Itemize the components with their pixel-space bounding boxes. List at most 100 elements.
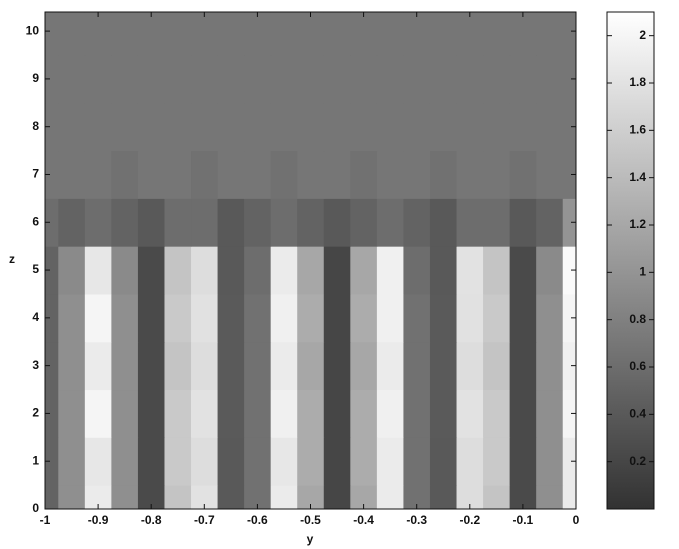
heatmap-cell xyxy=(137,102,165,152)
heatmap-cell xyxy=(456,102,484,152)
heatmap-cell xyxy=(509,293,537,343)
heatmap-cell xyxy=(456,485,484,509)
colorbar-tick-label: 1.8 xyxy=(629,75,646,89)
heatmap-cell xyxy=(111,485,139,509)
heatmap-cell xyxy=(562,437,576,486)
heatmap-cell xyxy=(137,246,165,295)
heatmap-cell xyxy=(536,246,564,295)
heatmap-cell xyxy=(270,102,298,152)
heatmap-cell xyxy=(536,102,564,152)
heatmap-cell xyxy=(483,102,511,152)
heatmap-cell xyxy=(244,437,272,486)
heatmap-cell xyxy=(403,485,431,509)
heatmap-cell xyxy=(164,55,192,104)
heatmap-cell xyxy=(297,293,325,343)
heatmap-cell xyxy=(297,12,325,56)
heatmap-cell xyxy=(509,246,537,295)
y-tick-label: 1 xyxy=(32,453,39,467)
heatmap-cell xyxy=(137,293,165,343)
heatmap-cell xyxy=(111,55,139,104)
heatmap-cell xyxy=(244,102,272,152)
heatmap-cell xyxy=(45,246,59,295)
heatmap-cell xyxy=(297,389,325,438)
heatmap-cell xyxy=(217,246,245,295)
heatmap-cell xyxy=(45,341,59,391)
heatmap-cell xyxy=(270,341,298,391)
heatmap-cell xyxy=(164,150,192,199)
x-tick-label: -0.8 xyxy=(141,513,162,527)
colorbar-tick-label: 1 xyxy=(639,265,646,279)
x-tick-label: -1 xyxy=(40,513,51,527)
heatmap-cell xyxy=(244,389,272,438)
heatmap-cell xyxy=(217,389,245,438)
heatmap-cell xyxy=(84,246,112,295)
x-tick-label: -0.1 xyxy=(513,513,534,527)
heatmap-cell xyxy=(58,150,86,199)
heatmap-cell xyxy=(323,246,351,295)
heatmap-cell xyxy=(456,55,484,104)
heatmap-cell xyxy=(84,102,112,152)
heatmap-cell xyxy=(191,150,219,199)
heatmap-cell xyxy=(429,150,458,199)
heatmap-cell xyxy=(562,150,576,199)
heatmap-cell xyxy=(562,293,576,343)
heatmap-cell xyxy=(350,246,378,295)
heatmap-cell xyxy=(562,246,576,295)
heatmap-cell xyxy=(45,12,59,56)
heatmap-cell xyxy=(323,437,351,486)
heatmap-cell xyxy=(191,246,219,295)
heatmap-cell xyxy=(270,437,298,486)
heatmap-cell xyxy=(137,12,165,56)
heatmap-cell xyxy=(562,389,576,438)
heatmap-cell xyxy=(483,198,511,247)
heatmap-cell xyxy=(111,389,139,438)
heatmap-cell xyxy=(483,12,511,56)
heatmap-cell xyxy=(297,246,325,295)
heatmap-cell xyxy=(456,341,484,391)
heatmap-cell xyxy=(429,55,458,104)
heatmap-cell xyxy=(45,102,59,152)
heatmap-cell xyxy=(164,102,192,152)
x-tick-label: -0.6 xyxy=(247,513,268,527)
heatmap-cell xyxy=(350,12,378,56)
heatmap-cell xyxy=(217,293,245,343)
heatmap-cell xyxy=(270,293,298,343)
heatmap-cell xyxy=(323,150,351,199)
heatmap-cell xyxy=(403,389,431,438)
heatmap-cell xyxy=(429,102,458,152)
y-tick-label: 9 xyxy=(32,71,39,85)
x-tick-label: -0.4 xyxy=(353,513,374,527)
heatmap-cell xyxy=(323,389,351,438)
heatmap-cell xyxy=(217,150,245,199)
heatmap-cell xyxy=(323,293,351,343)
heatmap-cell xyxy=(483,437,511,486)
heatmap-cell xyxy=(323,55,351,104)
heatmap-cell xyxy=(350,293,378,343)
heatmap-cell xyxy=(376,341,404,391)
heatmap-cell xyxy=(217,12,245,56)
y-tick-label: 3 xyxy=(32,358,39,372)
heatmap-cell xyxy=(376,12,404,56)
heatmap-cell xyxy=(403,55,431,104)
heatmap-cell xyxy=(137,485,165,509)
colorbar-tick-label: 2 xyxy=(639,28,646,42)
y-tick-label: 4 xyxy=(32,310,39,324)
heatmap-cell xyxy=(58,12,86,56)
heatmap-cell xyxy=(164,485,192,509)
x-tick-label: 0 xyxy=(573,513,580,527)
x-tick-label: -0.7 xyxy=(194,513,215,527)
heatmap-cell xyxy=(297,485,325,509)
heatmap-cell xyxy=(403,12,431,56)
heatmap-cell xyxy=(137,341,165,391)
heatmap-cell xyxy=(376,485,404,509)
heatmap-cell xyxy=(509,341,537,391)
heatmap-cell xyxy=(350,485,378,509)
heatmap-cell xyxy=(536,437,564,486)
heatmap-cell xyxy=(429,198,458,247)
heatmap-cell xyxy=(376,198,404,247)
heatmap-cell xyxy=(403,437,431,486)
heatmap-cell xyxy=(191,341,219,391)
heatmap-cell xyxy=(323,12,351,56)
heatmap-cell xyxy=(483,341,511,391)
heatmap-cell xyxy=(58,485,86,509)
